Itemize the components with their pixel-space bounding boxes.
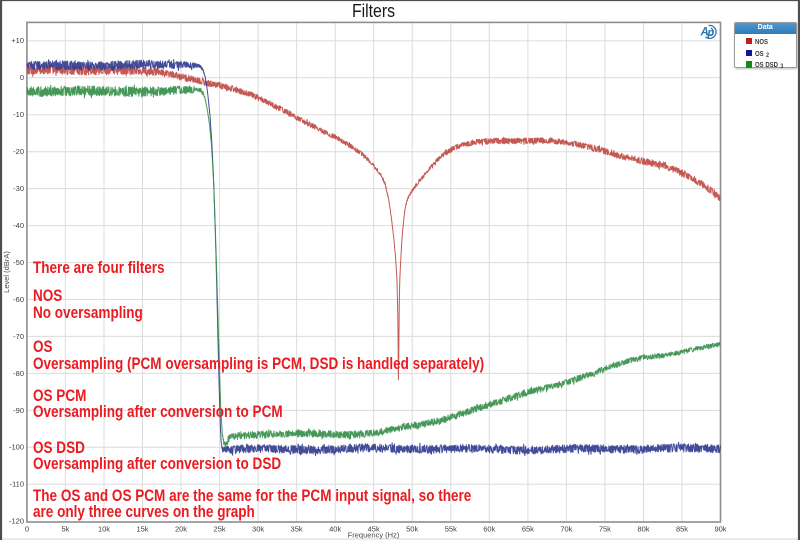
svg-text:-50: -50 (13, 258, 24, 267)
svg-text:20k: 20k (175, 525, 187, 534)
svg-text:-110: -110 (10, 480, 24, 489)
svg-text:Level (dBrA): Level (dBrA) (2, 251, 11, 293)
svg-text:65k: 65k (522, 525, 534, 534)
svg-text:A: A (700, 27, 709, 39)
svg-text:-40: -40 (13, 221, 24, 230)
svg-text:-20: -20 (13, 147, 24, 156)
svg-text:80k: 80k (637, 525, 649, 534)
svg-text:45k: 45k (368, 525, 380, 534)
svg-text:-30: -30 (13, 184, 24, 193)
svg-text:0: 0 (25, 525, 29, 534)
svg-text:p: p (707, 27, 715, 39)
svg-text:-60: -60 (13, 295, 24, 304)
svg-text:85k: 85k (676, 525, 688, 534)
svg-text:-90: -90 (13, 406, 24, 415)
svg-text:Frequency (Hz): Frequency (Hz) (348, 531, 400, 540)
svg-text:30k: 30k (252, 525, 264, 534)
svg-text:-10: -10 (13, 110, 24, 119)
svg-text:10k: 10k (98, 525, 110, 534)
svg-text:+10: +10 (11, 36, 24, 45)
svg-text:-120: -120 (9, 517, 24, 526)
svg-text:75k: 75k (599, 525, 611, 534)
svg-text:0: 0 (20, 73, 24, 82)
svg-text:40k: 40k (329, 525, 341, 534)
svg-text:90k: 90k (714, 525, 726, 534)
svg-text:55k: 55k (445, 525, 457, 534)
svg-text:70k: 70k (560, 525, 572, 534)
svg-text:35k: 35k (291, 525, 303, 534)
svg-text:5k: 5k (61, 525, 69, 534)
svg-text:60k: 60k (483, 525, 495, 534)
svg-text:-70: -70 (13, 332, 24, 341)
svg-text:25k: 25k (214, 525, 226, 534)
svg-text:15k: 15k (136, 525, 148, 534)
svg-text:-80: -80 (13, 369, 24, 378)
svg-text:-100: -100 (9, 443, 24, 452)
svg-text:50k: 50k (406, 525, 418, 534)
